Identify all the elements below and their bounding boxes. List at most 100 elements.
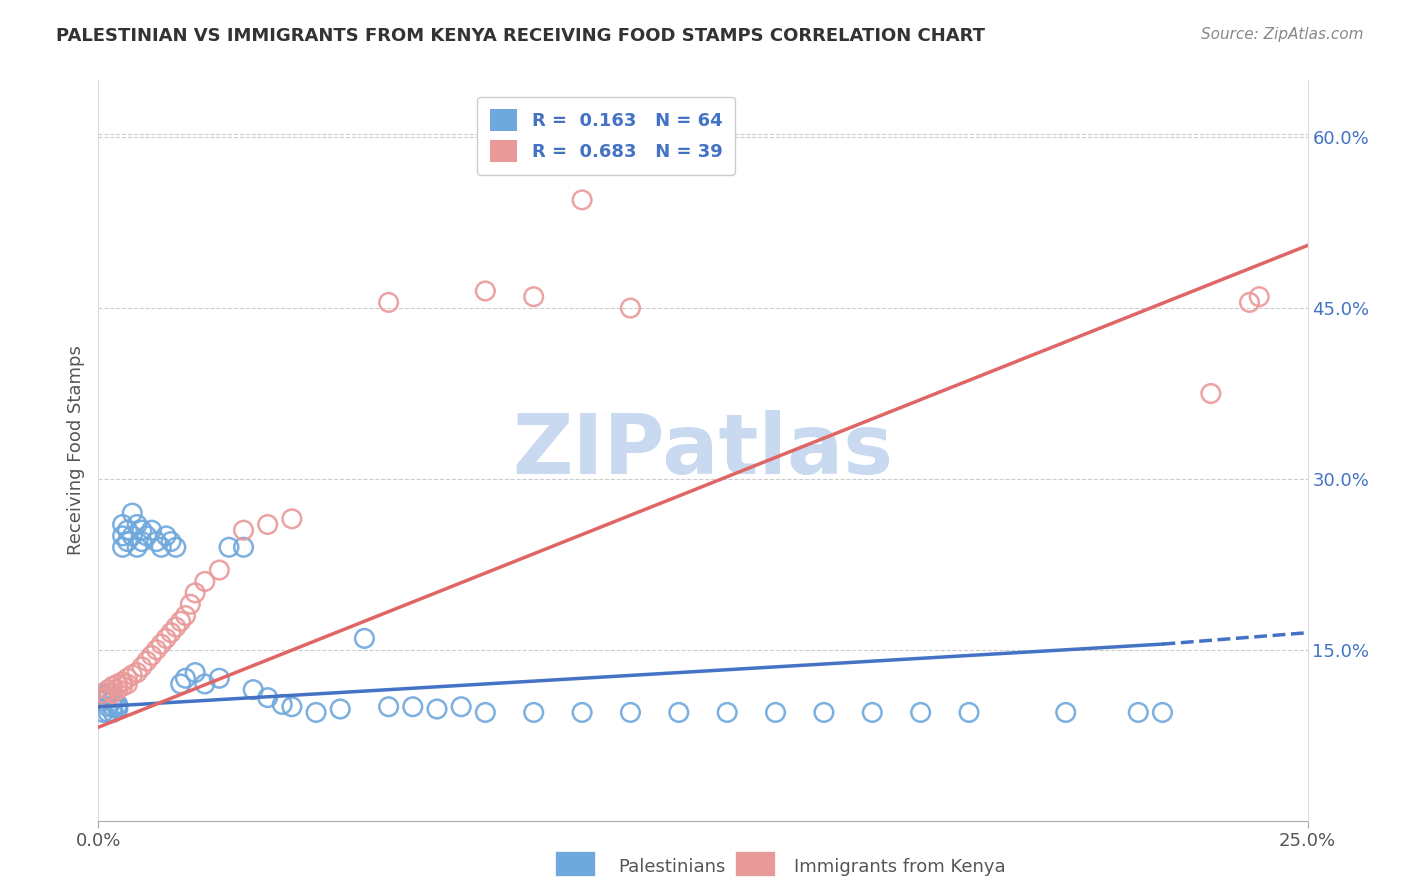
Point bbox=[117, 677, 139, 691]
Point bbox=[281, 699, 304, 714]
Point bbox=[160, 625, 183, 640]
Point bbox=[377, 699, 399, 714]
Point bbox=[97, 690, 120, 705]
Point bbox=[127, 541, 149, 555]
Point bbox=[135, 654, 157, 668]
Point bbox=[91, 694, 114, 708]
Point bbox=[101, 694, 124, 708]
Point bbox=[111, 517, 134, 532]
Point bbox=[117, 671, 139, 685]
Point bbox=[111, 529, 134, 543]
Point bbox=[232, 541, 254, 555]
Point bbox=[232, 523, 254, 537]
Point bbox=[1152, 706, 1174, 720]
Point bbox=[101, 690, 124, 705]
Point bbox=[155, 529, 177, 543]
Point bbox=[184, 665, 207, 680]
Point bbox=[107, 698, 129, 712]
Point bbox=[169, 677, 191, 691]
Point bbox=[135, 529, 157, 543]
Point bbox=[174, 608, 197, 623]
Point bbox=[111, 674, 134, 689]
Point bbox=[765, 706, 787, 720]
Point bbox=[194, 574, 217, 589]
Point bbox=[1239, 295, 1261, 310]
Point bbox=[179, 597, 201, 611]
Point bbox=[353, 632, 375, 646]
Point bbox=[329, 702, 352, 716]
Point bbox=[107, 702, 129, 716]
Point bbox=[111, 541, 134, 555]
Point bbox=[91, 690, 114, 705]
Point bbox=[174, 671, 197, 685]
Point bbox=[91, 689, 114, 703]
Point bbox=[169, 615, 191, 629]
Y-axis label: Receiving Food Stamps: Receiving Food Stamps bbox=[66, 345, 84, 556]
Point bbox=[716, 706, 738, 720]
Point bbox=[957, 706, 980, 720]
Point bbox=[97, 686, 120, 700]
Point bbox=[208, 671, 231, 685]
Point bbox=[91, 686, 114, 700]
Point bbox=[97, 699, 120, 714]
Point bbox=[256, 517, 278, 532]
Point bbox=[131, 523, 153, 537]
Point bbox=[101, 699, 124, 714]
Point bbox=[474, 284, 496, 298]
Point bbox=[256, 690, 278, 705]
Point bbox=[121, 529, 143, 543]
Point bbox=[155, 632, 177, 646]
Point bbox=[117, 534, 139, 549]
Text: Source: ZipAtlas.com: Source: ZipAtlas.com bbox=[1201, 27, 1364, 42]
Point bbox=[101, 686, 124, 700]
Point bbox=[571, 193, 593, 207]
Point bbox=[377, 295, 399, 310]
Point bbox=[150, 541, 173, 555]
Point bbox=[107, 677, 129, 691]
Point bbox=[117, 523, 139, 537]
Point bbox=[150, 637, 173, 651]
Point bbox=[165, 541, 187, 555]
Point bbox=[1054, 706, 1077, 720]
Point bbox=[127, 517, 149, 532]
Point bbox=[619, 301, 641, 315]
Point bbox=[281, 512, 304, 526]
Point bbox=[194, 677, 217, 691]
Point bbox=[107, 682, 129, 697]
Point bbox=[1199, 386, 1222, 401]
Point bbox=[523, 290, 546, 304]
Point bbox=[101, 706, 124, 720]
Point bbox=[184, 586, 207, 600]
Point bbox=[402, 699, 425, 714]
Point bbox=[141, 523, 163, 537]
Point bbox=[1128, 706, 1150, 720]
Point bbox=[668, 706, 690, 720]
Point bbox=[426, 702, 449, 716]
Text: ZIPatlas: ZIPatlas bbox=[513, 410, 893, 491]
Legend: R =  0.163   N = 64, R =  0.683   N = 39: R = 0.163 N = 64, R = 0.683 N = 39 bbox=[478, 96, 735, 175]
Point bbox=[131, 660, 153, 674]
Point bbox=[619, 706, 641, 720]
Point bbox=[860, 706, 883, 720]
Point bbox=[160, 534, 183, 549]
Point bbox=[91, 706, 114, 720]
Point bbox=[101, 679, 124, 693]
Point bbox=[1249, 290, 1271, 304]
Point bbox=[111, 679, 134, 693]
Point bbox=[165, 620, 187, 634]
Point bbox=[208, 563, 231, 577]
Point bbox=[145, 534, 167, 549]
Point bbox=[474, 706, 496, 720]
Point bbox=[523, 706, 546, 720]
Point bbox=[218, 541, 240, 555]
Point bbox=[242, 682, 264, 697]
Text: Immigrants from Kenya: Immigrants from Kenya bbox=[794, 858, 1007, 876]
Point bbox=[97, 690, 120, 705]
Point bbox=[107, 699, 129, 714]
Point bbox=[127, 665, 149, 680]
Point bbox=[571, 706, 593, 720]
Point bbox=[141, 648, 163, 663]
Point bbox=[97, 682, 120, 697]
Point bbox=[813, 706, 835, 720]
Text: PALESTINIAN VS IMMIGRANTS FROM KENYA RECEIVING FOOD STAMPS CORRELATION CHART: PALESTINIAN VS IMMIGRANTS FROM KENYA REC… bbox=[56, 27, 986, 45]
